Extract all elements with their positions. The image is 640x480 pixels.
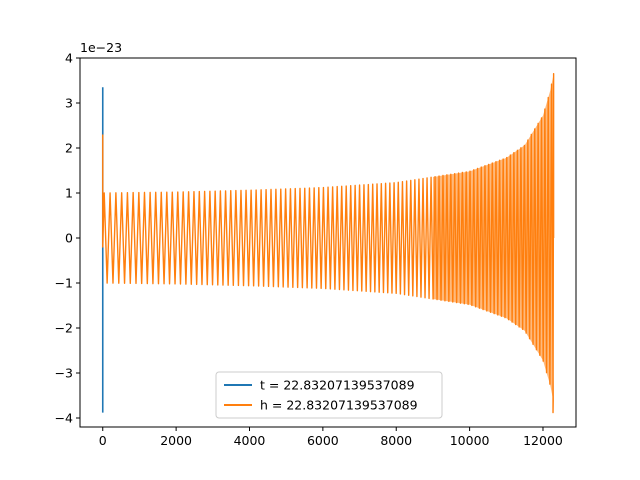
y-tick-label: 0 [65, 231, 73, 246]
series-dense-region-h [432, 75, 554, 401]
x-axis: 0 2000 4000 6000 8000 10000 12000 [99, 427, 563, 448]
y-tick-label: −4 [55, 411, 73, 426]
y-tick-label: 1 [65, 186, 73, 201]
y-tick-label: −1 [55, 276, 73, 291]
legend-box [215, 371, 443, 419]
y-axis: −4 −3 −2 −1 0 1 2 3 4 [55, 51, 80, 426]
legend-label: h = 22.83207139537089 [260, 398, 418, 413]
x-tick-label: 10000 [450, 433, 490, 448]
y-tick-label: −2 [55, 321, 73, 336]
y-tick-label: 3 [65, 96, 73, 111]
x-tick-label: 0 [99, 433, 107, 448]
y-offset-label: 1e−23 [80, 40, 122, 55]
x-tick-label: 6000 [307, 433, 339, 448]
axes-frame [79, 57, 577, 428]
x-tick-label: 8000 [380, 433, 412, 448]
legend: t = 22.83207139537089 h = 22.832071395370… [215, 371, 443, 419]
x-tick-label: 2000 [160, 433, 192, 448]
y-tick-label: 4 [65, 51, 73, 66]
y-tick-label: −3 [55, 366, 73, 381]
x-tick-label: 4000 [234, 433, 266, 448]
legend-label: t = 22.83207139537089 [260, 378, 415, 393]
x-tick-label: 12000 [523, 433, 563, 448]
plot-area [101, 73, 555, 414]
y-tick-label: 2 [65, 141, 73, 156]
